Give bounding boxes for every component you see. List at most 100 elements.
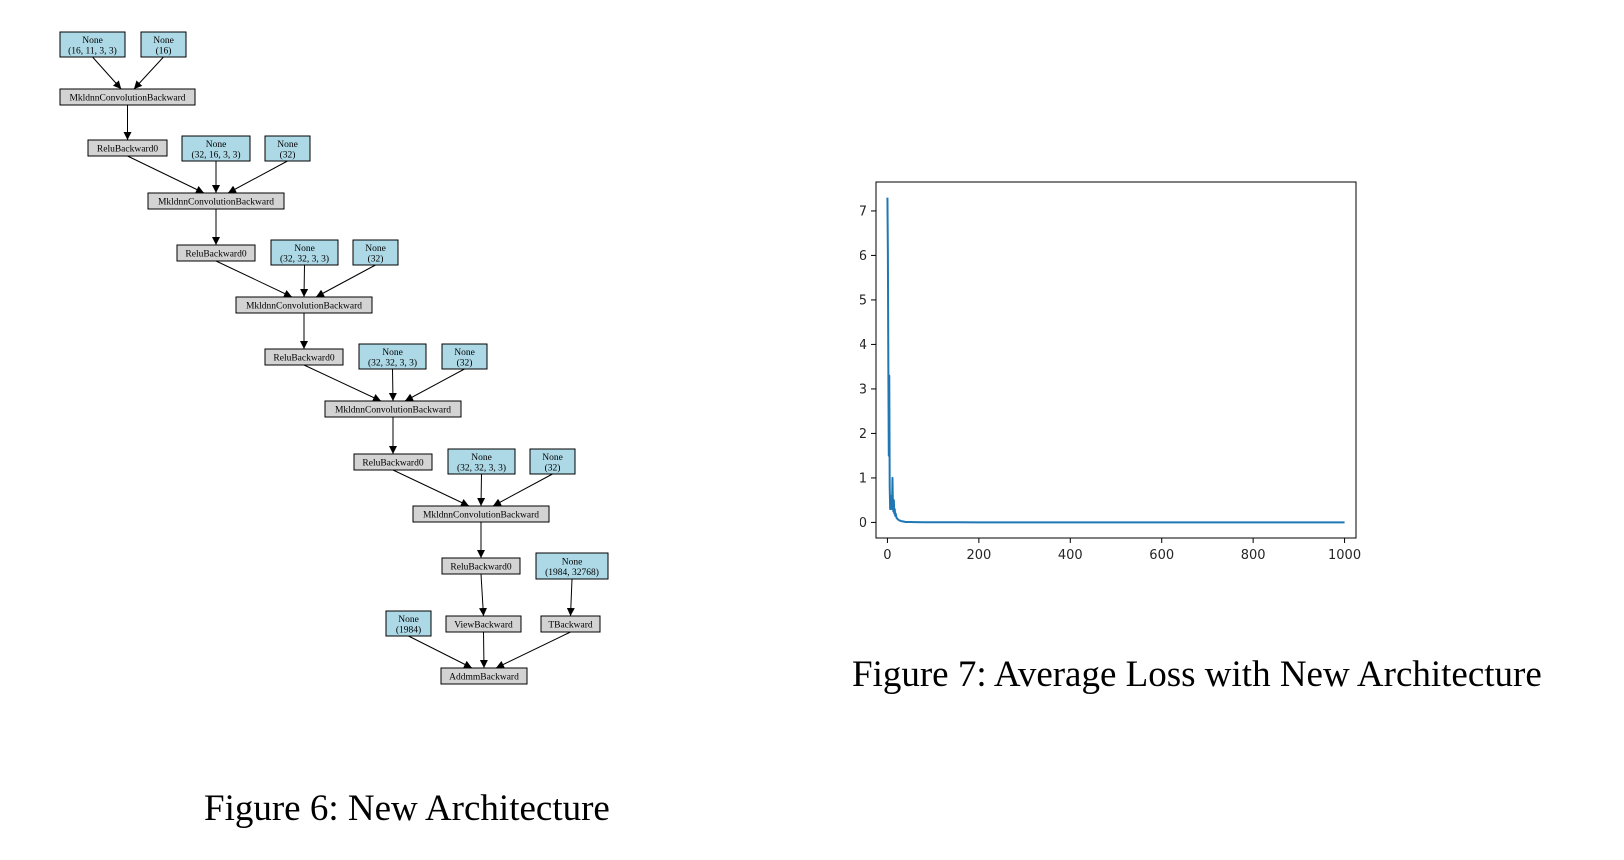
node-label: ReluBackward0 [362, 459, 423, 469]
node-box [540, 615, 601, 633]
node-box [176, 244, 256, 262]
op-node-view: ViewBackward [445, 615, 522, 633]
graph-edge [227, 160, 288, 194]
node-label: (1984) [396, 624, 421, 635]
op-node-conv1: MkldnnConvolutionBackward [59, 88, 196, 106]
x-tick-label: 0 [883, 548, 891, 563]
node-box [264, 135, 311, 162]
param-node-b1: None(16) [140, 31, 187, 58]
node-label: None [365, 244, 386, 254]
y-tick-label: 0.6 [860, 249, 867, 264]
op-node-relu3: ReluBackward0 [264, 348, 344, 366]
node-label: (32) [368, 253, 384, 264]
param-node-b4: None(32) [441, 343, 488, 370]
param-node-w4: None(32, 32, 3, 3) [358, 343, 427, 370]
figure6-caption: Figure 6: New Architecture [204, 788, 610, 829]
node-box [59, 88, 196, 106]
node-box [535, 552, 609, 580]
node-label: None [542, 453, 563, 463]
x-tick-label: 800 [1241, 548, 1266, 563]
node-label: ReluBackward0 [97, 145, 158, 155]
param-node-bfc: None(1984) [385, 610, 432, 637]
node-label: ReluBackward0 [273, 354, 334, 364]
node-label: (32, 32, 3, 3) [368, 357, 417, 368]
node-label: None [562, 557, 583, 567]
node-box [353, 453, 433, 471]
node-box [445, 615, 522, 633]
param-node-w2: None(32, 16, 3, 3) [181, 135, 251, 162]
x-tick-label: 400 [1058, 548, 1083, 563]
graph-edge [479, 631, 488, 669]
param-node-b5: None(32) [529, 448, 576, 475]
node-box [441, 343, 488, 370]
node-label: None [382, 348, 403, 358]
node-box [447, 448, 516, 475]
node-box [181, 135, 251, 162]
graph-edge [127, 155, 205, 194]
op-node-addmm: AddmmBackward [440, 667, 528, 685]
node-box [270, 239, 339, 266]
node-box [440, 667, 528, 685]
graph-edge [404, 368, 465, 402]
node-label: (32) [545, 462, 561, 473]
graph-edge [133, 56, 164, 90]
node-box [147, 192, 285, 210]
node-label: ReluBackward0 [185, 250, 246, 260]
node-box [441, 557, 521, 575]
node-label: None [206, 140, 227, 150]
y-tick-label: 0.7 [860, 204, 867, 219]
node-label: ReluBackward0 [450, 563, 511, 573]
graph-edge [300, 264, 309, 298]
node-label: None [294, 244, 315, 254]
node-box [358, 343, 427, 370]
param-node-w1: None(16, 11, 3, 3) [59, 31, 126, 58]
op-node-conv5: MkldnnConvolutionBackward [412, 505, 550, 523]
loss-chart: 0 200 400 600 800 1000 0.0 0.1 0.2 0.3 0.4 0.5 0.6 0.… [860, 181, 1361, 563]
graph-edge [303, 364, 382, 402]
node-label: None [82, 36, 103, 46]
param-node-wfc: None(1984, 32768) [535, 552, 609, 580]
node-label: MkldnnConvolutionBackward [423, 511, 539, 521]
op-node-conv4: MkldnnConvolutionBackward [324, 400, 462, 418]
node-label: (32, 16, 3, 3) [191, 149, 240, 160]
figure7-caption: Figure 7: Average Loss with New Architec… [852, 654, 1542, 695]
graph-edge [92, 56, 122, 90]
op-node-tback: TBackward [540, 615, 601, 633]
node-label: (16, 11, 3, 3) [68, 45, 117, 56]
graph-edge [495, 631, 571, 669]
y-tick-label: 0.4 [860, 338, 867, 353]
loss-line [886, 197, 1345, 524]
node-box [324, 400, 462, 418]
node-box [87, 139, 168, 157]
x-tick-label: 600 [1149, 548, 1174, 563]
graph-edge [566, 578, 575, 617]
graph-edge [477, 473, 486, 507]
node-label: (32) [457, 357, 473, 368]
y-tick-label: 0.2 [860, 427, 867, 442]
node-label: None [471, 453, 492, 463]
node-label: (32) [280, 149, 296, 160]
node-label: MkldnnConvolutionBackward [335, 406, 451, 416]
param-node-w5: None(32, 32, 3, 3) [447, 448, 516, 475]
graph-edge [492, 473, 553, 507]
node-label: TBackward [548, 621, 593, 631]
graph-edge [479, 573, 488, 617]
node-label: (16) [156, 45, 172, 56]
graph-edge [315, 264, 376, 298]
param-node-b2: None(32) [264, 135, 311, 162]
node-box [235, 296, 373, 314]
y-tick-label: 0.5 [860, 293, 867, 308]
op-node-relu2: ReluBackward0 [176, 244, 256, 262]
graph-edge [392, 469, 470, 507]
op-node-relu5: ReluBackward0 [441, 557, 521, 575]
op-node-relu4: ReluBackward0 [353, 453, 433, 471]
y-tick-label: 0.1 [860, 471, 867, 486]
graph-edge [215, 260, 293, 298]
node-label: None [398, 615, 419, 625]
op-node-conv3: MkldnnConvolutionBackward [235, 296, 373, 314]
node-box [140, 31, 187, 58]
node-box [264, 348, 344, 366]
node-label: None [153, 36, 174, 46]
node-label: (32, 32, 3, 3) [280, 253, 329, 264]
architecture-graph: None(16, 11, 3, 3)None(16)MkldnnConvolut… [59, 31, 609, 685]
